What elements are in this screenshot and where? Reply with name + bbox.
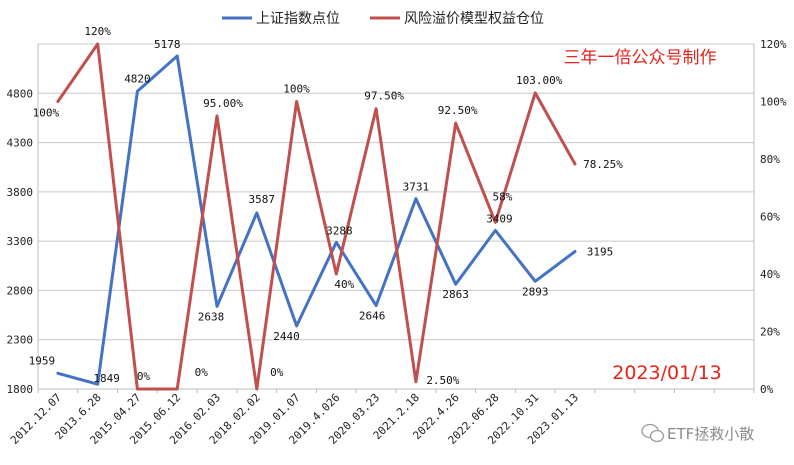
index-data-label: 3195 xyxy=(587,245,614,258)
date-annotation: 2023/01/13 xyxy=(612,362,722,384)
legend: 上证指数点位 风险溢价模型权益仓位 xyxy=(222,11,544,27)
index-series-line xyxy=(56,54,577,386)
y-left-tick-label: 1800 xyxy=(7,383,34,396)
y-left-tick-label: 4300 xyxy=(7,137,34,150)
y-right-tick-label: 0% xyxy=(760,383,774,396)
position-data-label: 100% xyxy=(33,107,60,120)
data-labels: 1959 1849 4820 5178 2638 3587 2440 3288 2646 3731… xyxy=(29,25,624,387)
position-data-label: 92.50% xyxy=(438,104,478,117)
position-data-label: 103.00% xyxy=(516,74,563,87)
brand-annotation: 三年一倍公众号制作 xyxy=(564,48,717,68)
index-data-label: 3409 xyxy=(486,212,513,225)
x-tick-label: 2012.12.07 xyxy=(8,391,64,447)
y-left-tick-label: 2800 xyxy=(7,284,34,297)
index-data-label: 2440 xyxy=(273,330,300,343)
gridlines xyxy=(38,43,754,390)
index-data-label: 1849 xyxy=(93,372,120,385)
position-data-label: 58% xyxy=(493,190,513,203)
index-data-label: 2638 xyxy=(198,310,225,323)
series-lines xyxy=(56,42,577,391)
position-data-label: 0% xyxy=(137,370,151,383)
index-data-label: 2893 xyxy=(522,285,549,298)
position-data-label: 78.25% xyxy=(583,158,623,171)
y-right-tick-label: 20% xyxy=(760,326,780,339)
y-left-tick-label: 4800 xyxy=(7,87,34,100)
index-data-label: 3288 xyxy=(326,224,353,237)
y-right-tick-label: 60% xyxy=(760,211,780,224)
wechat-icon xyxy=(641,423,665,443)
position-series-line xyxy=(56,42,577,391)
position-data-label: 2.50% xyxy=(426,374,459,387)
index-data-label: 4820 xyxy=(124,72,151,85)
legend-label: 上证指数点位 xyxy=(256,11,340,27)
index-data-label: 3731 xyxy=(403,181,430,194)
index-data-label: 5178 xyxy=(154,38,181,51)
position-data-label: 120% xyxy=(84,25,111,38)
y-right-tick-label: 40% xyxy=(760,268,780,281)
y-right-tick-label: 80% xyxy=(760,153,780,166)
position-data-label: 95.00% xyxy=(203,97,243,110)
index-data-label: 2646 xyxy=(359,310,386,323)
index-data-label: 2863 xyxy=(442,288,469,301)
position-data-label: 100% xyxy=(283,83,310,96)
legend-label: 风险溢价模型权益仓位 xyxy=(404,11,544,27)
y-right-tick-label: 100% xyxy=(760,96,787,109)
position-data-label: 97.50% xyxy=(364,90,404,103)
y-left-tick-label: 2300 xyxy=(7,334,34,347)
position-data-label: 40% xyxy=(334,278,354,291)
y-right-tick-label: 120% xyxy=(760,38,787,51)
index-data-label: 3587 xyxy=(249,193,276,206)
position-data-label: 0% xyxy=(270,366,284,379)
y-left-tick-label: 3800 xyxy=(7,186,34,199)
y-left-tick-label: 3300 xyxy=(7,235,34,248)
watermark-text: ETF拯救小散 xyxy=(667,425,754,443)
position-data-label: 0% xyxy=(195,366,209,379)
index-data-label: 1959 xyxy=(29,354,56,367)
watermark: ETF拯救小散 xyxy=(641,423,754,443)
